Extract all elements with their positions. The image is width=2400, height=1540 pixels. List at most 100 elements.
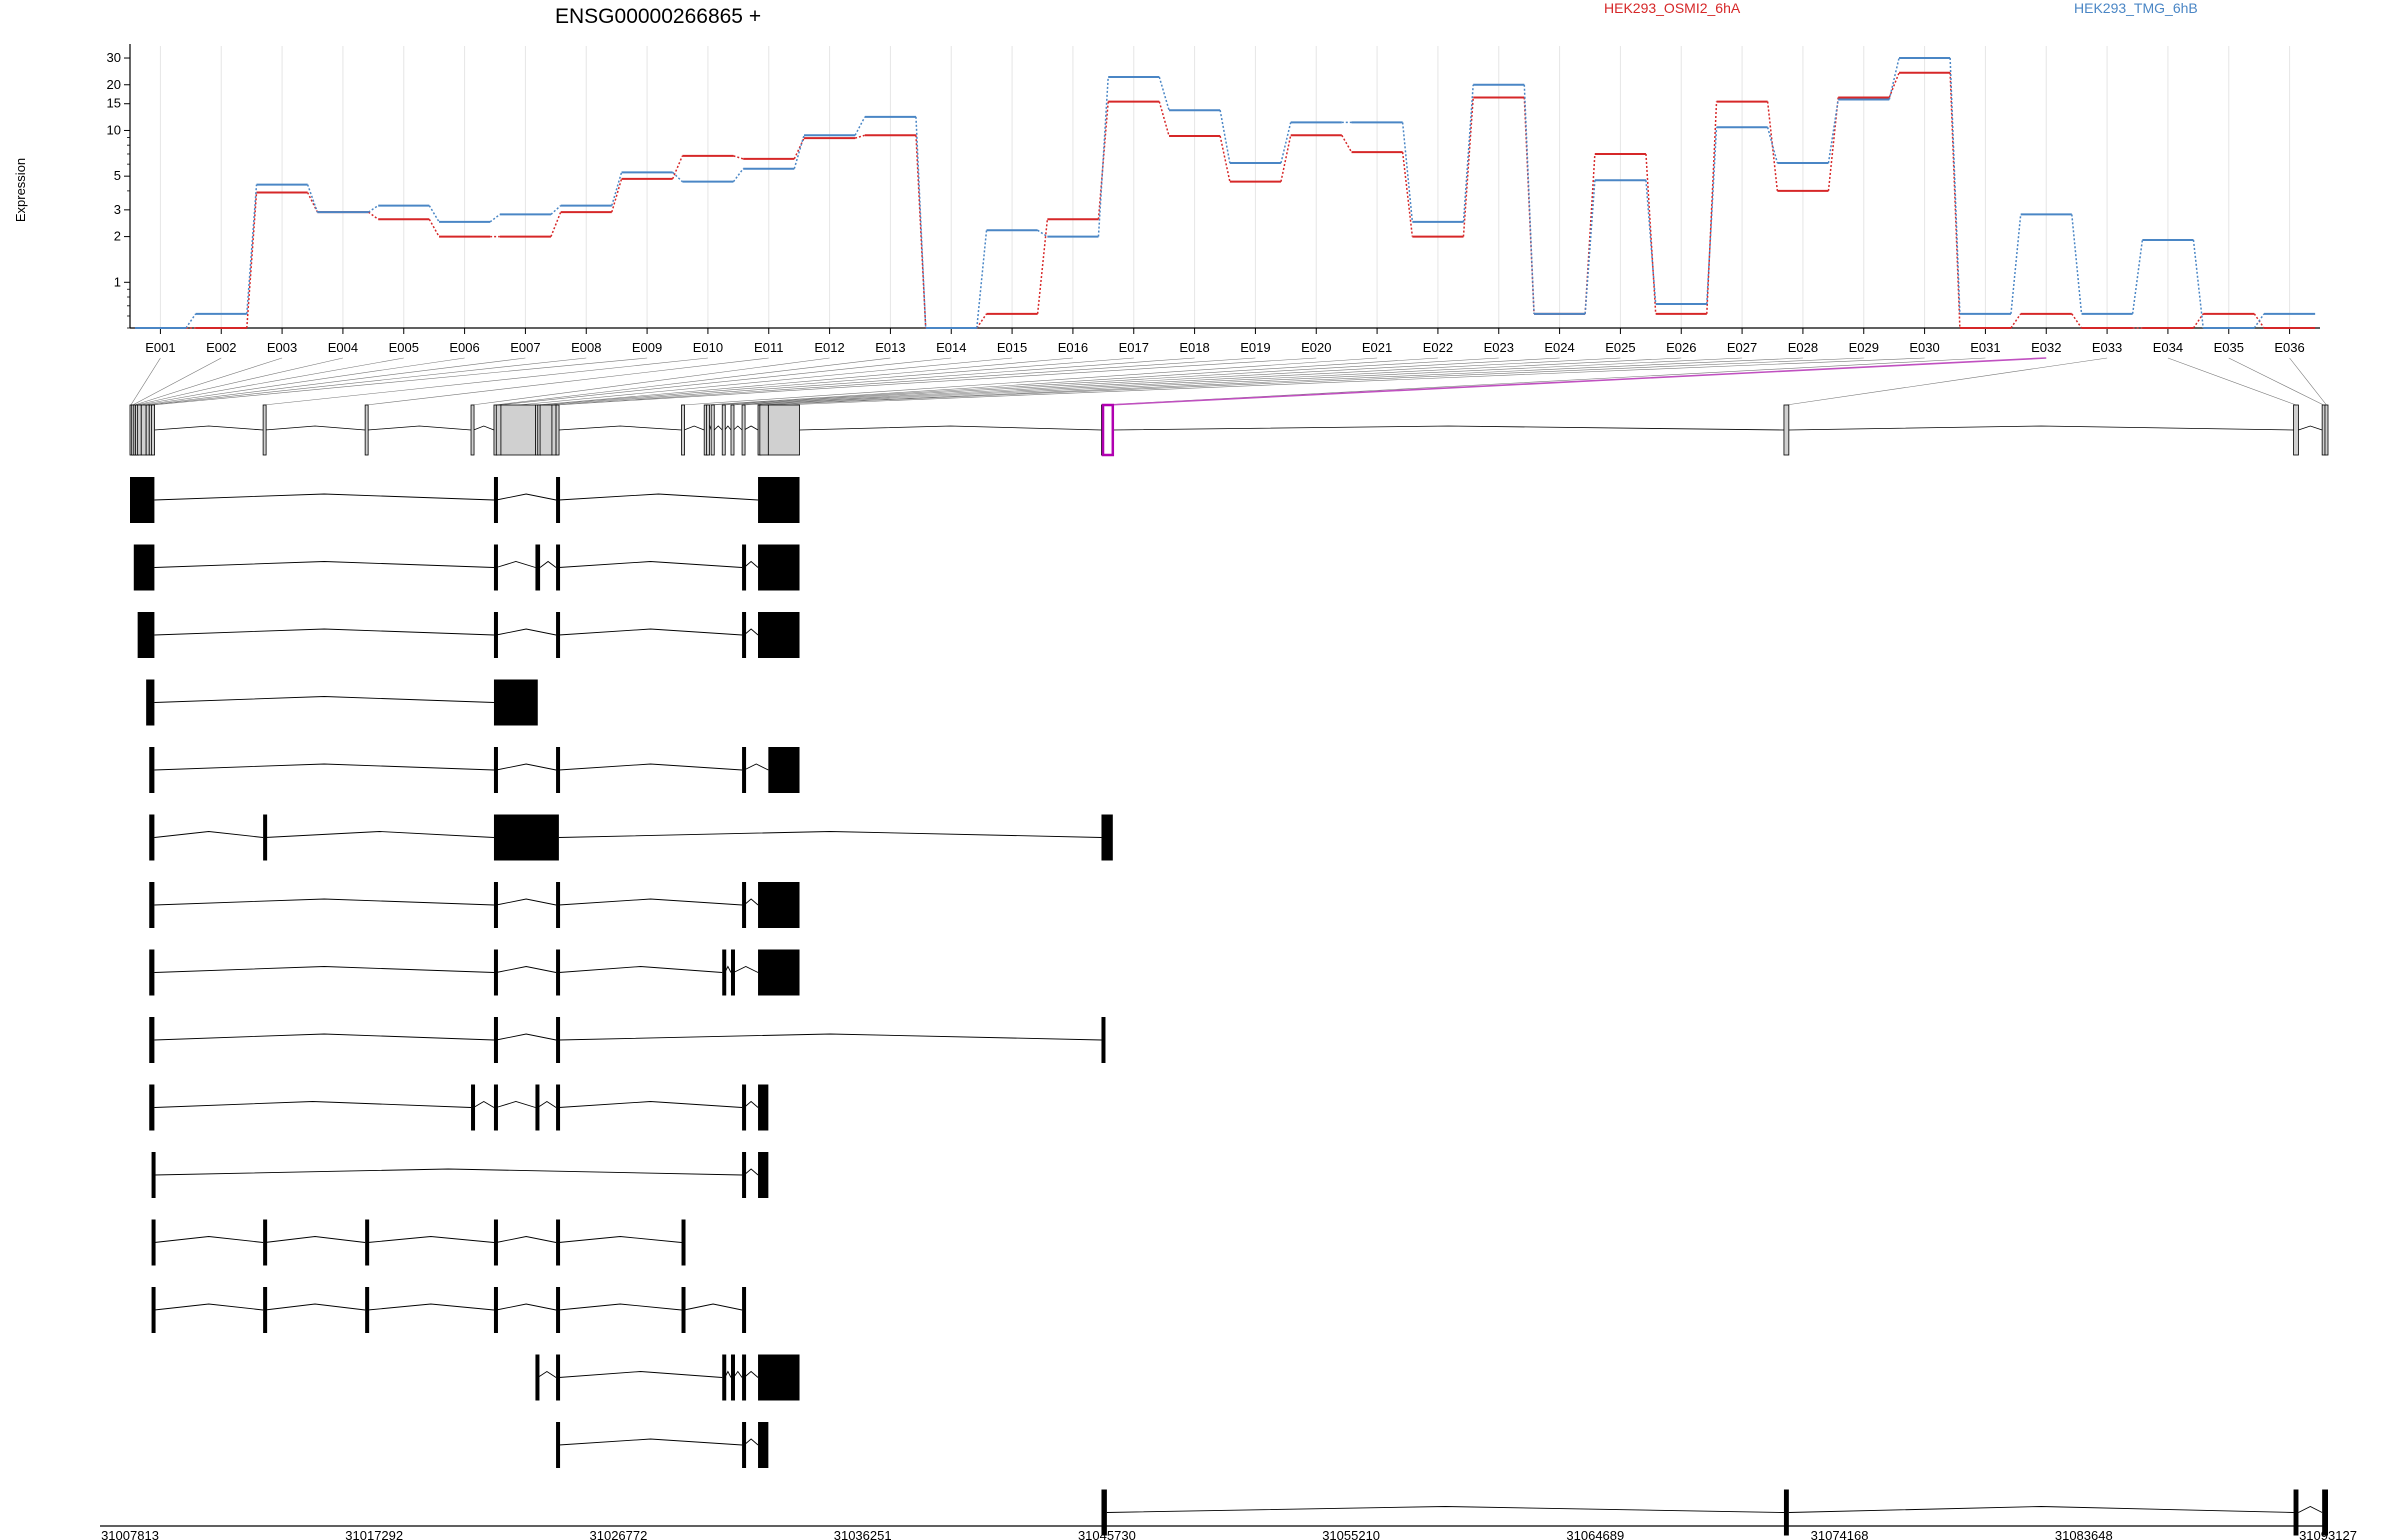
transcript-exon — [759, 1422, 764, 1468]
data-connector — [976, 230, 988, 329]
x-tick-label: E001 — [145, 340, 175, 355]
intron-line — [537, 1370, 557, 1378]
x-tick-label: E007 — [510, 340, 540, 355]
data-connector — [1706, 127, 1718, 304]
intron-line — [496, 763, 557, 771]
transcript-2 — [133, 544, 800, 591]
x-tick-label: E027 — [1727, 340, 1757, 355]
intron-line — [496, 628, 557, 636]
chart-title: ENSG00000266865 + — [555, 5, 761, 28]
data-connector — [854, 116, 866, 136]
data-connector — [1037, 229, 1048, 238]
coordinate-label: 31064689 — [1566, 1528, 1624, 1540]
transcript-exon — [493, 1017, 498, 1063]
data-connector — [306, 184, 319, 213]
transcript-3 — [137, 612, 800, 658]
intron-line — [558, 966, 723, 973]
transcript-exon — [1783, 1489, 1789, 1536]
coordinate-label: 31083648 — [2055, 1528, 2113, 1540]
data-connector — [2071, 313, 2083, 329]
x-tick-label: E028 — [1788, 340, 1818, 355]
transcript-exon — [493, 949, 498, 996]
x-tick-label: E024 — [1544, 340, 1574, 355]
transcript-exon — [146, 679, 155, 726]
exon-connector — [743, 357, 1743, 406]
transcript-5 — [149, 747, 800, 793]
transcript-exon — [556, 544, 561, 591]
exon-box — [500, 404, 536, 456]
exon-connector — [152, 357, 648, 406]
intron-line — [264, 1303, 366, 1311]
intron-line — [743, 560, 759, 568]
x-tick-label: E032 — [2031, 340, 2061, 355]
exon-box — [730, 404, 735, 456]
transcript-exon — [556, 612, 561, 658]
x-tick-label: E003 — [267, 340, 297, 355]
intron — [473, 425, 495, 431]
data-connector — [1401, 122, 1414, 222]
intron-line — [684, 1303, 743, 1311]
transcript-exon — [742, 1152, 747, 1198]
transcript-exon — [149, 1084, 155, 1131]
exon-connector — [712, 357, 1560, 406]
transcript-exon — [758, 949, 800, 996]
exon-connectors — [130, 357, 2327, 406]
exon-connector — [132, 357, 222, 406]
transcript-exon — [493, 1219, 498, 1266]
transcript-9 — [149, 1017, 1106, 1063]
intron-line — [496, 1101, 536, 1108]
transcript-exon — [681, 1219, 686, 1266]
transcript-exon — [556, 1017, 561, 1063]
x-tick-label: E016 — [1058, 340, 1088, 355]
data-connector — [550, 205, 562, 215]
intron — [1788, 425, 2294, 431]
intron-line — [558, 763, 743, 771]
transcript-exon — [556, 1422, 561, 1468]
intron-line — [743, 628, 759, 636]
intron-line — [154, 763, 494, 771]
transcript-exon — [742, 612, 747, 658]
exon-connector — [2289, 357, 2327, 406]
transcript-exon — [556, 747, 561, 793]
data-connector — [915, 116, 927, 329]
transcript-exon — [149, 814, 155, 861]
exon-connector — [783, 357, 1925, 406]
intron-line — [154, 696, 494, 703]
transcript-exon — [759, 1152, 764, 1198]
x-tick-label: E030 — [1909, 340, 1939, 355]
y-axis: 1 2 3 5 10 15 20 30 — [107, 44, 131, 329]
transcript-12 — [151, 1219, 686, 1266]
transcript-exon — [263, 1287, 268, 1333]
x-tick-label: E014 — [936, 340, 966, 355]
transcript-6 — [149, 814, 1113, 861]
transcript-exon — [263, 814, 268, 861]
intron — [558, 425, 682, 431]
x-tick-label: E004 — [328, 340, 358, 355]
intron-line — [558, 1101, 743, 1108]
data-connector — [1888, 72, 1900, 98]
transcript-13 — [151, 1287, 747, 1333]
transcript-1 — [130, 477, 800, 523]
transcript-exon — [742, 544, 747, 591]
intron-line — [154, 1033, 494, 1041]
transcript-exon — [730, 949, 735, 996]
intron-line — [154, 561, 494, 568]
transcript-exon — [535, 1084, 540, 1131]
transcript-exon — [758, 1084, 769, 1131]
data-connector — [246, 184, 258, 314]
transcript-exon — [556, 1084, 561, 1131]
x-tick-label: E019 — [1240, 340, 1270, 355]
exon-connector — [150, 357, 587, 406]
intron-line — [558, 1236, 682, 1243]
transcript-exon — [493, 477, 498, 523]
intron — [724, 425, 732, 431]
exon-box — [262, 404, 267, 456]
exon-box — [551, 404, 557, 456]
exon-box — [1783, 404, 1790, 456]
transcript-exon — [493, 612, 498, 658]
coordinate-label: 31036251 — [834, 1528, 892, 1540]
exon-connector — [723, 357, 1621, 406]
exon-connector — [707, 357, 1499, 406]
intron-line — [743, 1100, 759, 1108]
exon-connector — [538, 357, 1134, 406]
